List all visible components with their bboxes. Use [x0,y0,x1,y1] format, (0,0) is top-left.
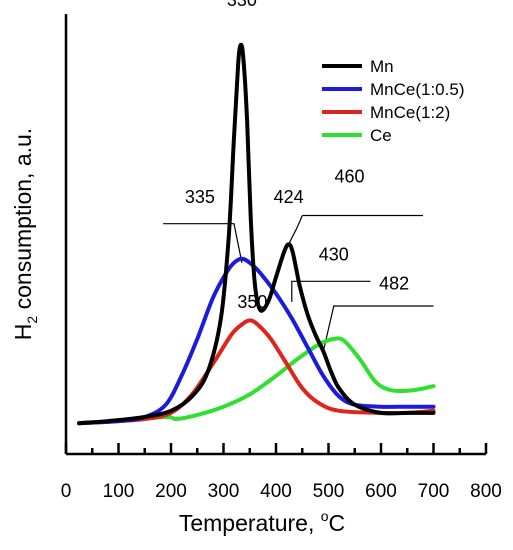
legend-label: Mn [370,57,394,76]
series-layer [77,42,436,426]
peak-label: 482 [379,274,409,294]
peak-label: 430 [319,245,349,265]
x-axis-title-superscript: o [321,508,329,524]
peak-label: 424 [274,187,304,207]
legend: Mn MnCe(1:0.5) MnCe(1:2) Ce [322,57,464,145]
callout-line [291,280,316,302]
series-line-mnce-1-2 [77,318,436,426]
x-axis-title: Temperature, oC [179,508,345,536]
y-axis-title: H2 consumption, a.u. [10,128,40,340]
callout-lines [163,214,434,352]
peak-label: 335 [185,187,215,207]
x-tick-label: 400 [260,481,292,502]
peak-label: 330 [227,0,257,10]
peak-annotations: 330 335 424 460 430 482 350 [185,0,409,312]
x-tick-label: 0 [61,481,72,502]
x-ticks: 0 100 200 300 400 500 600 700 800 [61,443,502,502]
x-tick-label: 100 [103,481,135,502]
peak-label: 460 [334,167,364,187]
series-line-mn [77,42,436,426]
callout-line [288,215,303,245]
x-tick-label: 200 [155,481,187,502]
peak-label: 350 [237,292,267,312]
legend-label: MnCe(1:0.5) [370,80,464,99]
legend-label: Ce [370,126,392,145]
x-tick-label: 500 [313,481,345,502]
x-tick-label: 800 [470,481,502,502]
x-tick-label: 700 [418,481,450,502]
callout-line [322,305,434,352]
legend-label: MnCe(1:2) [370,103,450,122]
callout-line [163,223,243,263]
y-axis-title-subscript: 2 [24,316,40,324]
y-axis-title-rest: consumption, a.u. [10,128,36,316]
x-tick-label: 300 [208,481,240,502]
x-tick-label: 600 [365,481,397,502]
x-axis-title-unit: C [329,510,346,536]
series-line-ce [77,336,436,426]
